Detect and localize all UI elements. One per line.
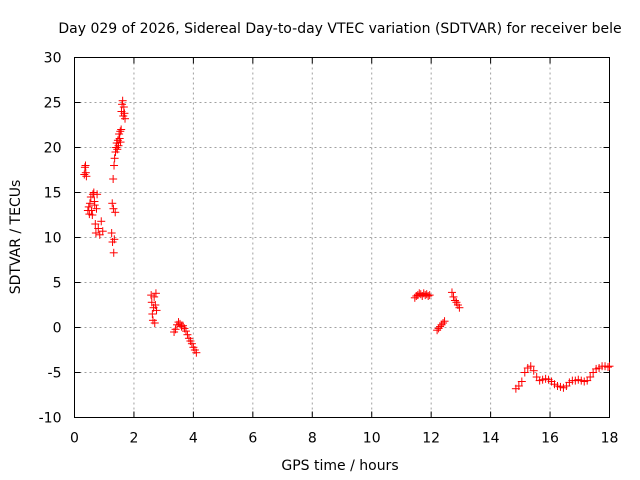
data-point bbox=[111, 208, 120, 217]
data-points bbox=[80, 96, 614, 393]
x-tick-label: 2 bbox=[129, 431, 138, 447]
data-point bbox=[151, 301, 160, 309]
data-point bbox=[91, 229, 100, 237]
data-point bbox=[526, 362, 535, 371]
data-point bbox=[81, 161, 90, 170]
data-point bbox=[119, 103, 128, 111]
y-tick-label: 15 bbox=[44, 186, 62, 202]
y-tick-label: 25 bbox=[44, 96, 62, 112]
data-point bbox=[88, 211, 97, 219]
data-point bbox=[81, 168, 90, 177]
data-point bbox=[97, 217, 106, 226]
data-point bbox=[447, 288, 456, 297]
data-point bbox=[110, 154, 119, 163]
data-point bbox=[517, 377, 526, 386]
y-tick-label: -5 bbox=[48, 366, 62, 382]
data-point bbox=[92, 204, 101, 213]
data-point bbox=[425, 291, 434, 300]
y-tick-label: 5 bbox=[53, 276, 62, 292]
data-point bbox=[108, 199, 117, 208]
data-point bbox=[117, 125, 126, 134]
x-tick-label: 14 bbox=[482, 431, 500, 447]
data-point bbox=[174, 318, 183, 327]
data-point bbox=[439, 319, 448, 327]
data-point bbox=[449, 292, 458, 301]
chart-title: Day 029 of 2026, Sidereal Day-to-day VTE… bbox=[58, 21, 621, 37]
data-point bbox=[107, 229, 116, 237]
data-point bbox=[151, 289, 160, 298]
data-point bbox=[514, 382, 523, 390]
data-point bbox=[605, 362, 614, 371]
data-point bbox=[91, 220, 100, 228]
y-tick-label: -10 bbox=[39, 411, 62, 427]
data-point bbox=[85, 199, 94, 208]
data-point bbox=[80, 163, 89, 172]
grid bbox=[74, 57, 610, 418]
data-point bbox=[187, 339, 196, 348]
x-tick-label: 6 bbox=[248, 431, 257, 447]
data-point bbox=[181, 327, 190, 336]
data-point bbox=[90, 201, 99, 210]
data-point bbox=[109, 248, 118, 257]
data-point bbox=[586, 373, 595, 381]
x-tick-labels: 0 2 4 6 8 10 12 14 16 18 bbox=[70, 431, 618, 447]
data-point bbox=[109, 175, 118, 183]
data-point bbox=[94, 224, 103, 233]
data-point bbox=[148, 310, 157, 318]
data-point bbox=[89, 188, 98, 197]
y-tick-label: 20 bbox=[44, 141, 62, 157]
data-point bbox=[110, 161, 119, 170]
data-point bbox=[116, 138, 125, 147]
data-point bbox=[171, 325, 180, 334]
data-point bbox=[114, 141, 123, 150]
data-point bbox=[118, 96, 127, 105]
x-axis-label: GPS time / hours bbox=[281, 458, 398, 474]
y-tick-labels: -10 -5 0 5 10 15 20 25 30 bbox=[39, 51, 62, 427]
x-tick-label: 8 bbox=[308, 431, 317, 447]
x-tick-label: 0 bbox=[70, 431, 79, 447]
y-axis-label: SDTVAR / TECUs bbox=[8, 180, 24, 295]
data-point bbox=[80, 170, 89, 179]
x-tick-label: 18 bbox=[601, 431, 619, 447]
x-tick-label: 4 bbox=[189, 431, 198, 447]
data-point bbox=[424, 292, 433, 300]
data-point bbox=[450, 296, 459, 305]
y-tick-label: 0 bbox=[53, 321, 62, 337]
data-point bbox=[98, 227, 107, 236]
data-point bbox=[604, 363, 613, 372]
data-point bbox=[455, 303, 464, 312]
data-point bbox=[183, 330, 192, 339]
data-point bbox=[115, 134, 124, 143]
data-point bbox=[109, 204, 118, 213]
data-point bbox=[93, 190, 102, 199]
data-point bbox=[121, 114, 130, 123]
data-point bbox=[192, 348, 201, 357]
data-point bbox=[150, 319, 159, 327]
data-point bbox=[110, 235, 119, 244]
data-point bbox=[87, 206, 96, 215]
y-tick-label: 30 bbox=[44, 51, 62, 67]
data-point bbox=[113, 145, 122, 154]
data-point bbox=[120, 109, 129, 118]
x-tick-label: 16 bbox=[541, 431, 559, 447]
data-point bbox=[82, 172, 91, 181]
data-point bbox=[440, 317, 449, 326]
y-tick-label: 10 bbox=[44, 231, 62, 247]
plot-frame bbox=[74, 57, 610, 418]
x-tick-label: 10 bbox=[363, 431, 381, 447]
data-point bbox=[529, 366, 538, 375]
x-tick-label: 12 bbox=[422, 431, 440, 447]
data-point bbox=[150, 292, 159, 301]
data-point bbox=[116, 127, 125, 136]
data-point bbox=[520, 368, 529, 377]
data-point bbox=[152, 306, 161, 315]
